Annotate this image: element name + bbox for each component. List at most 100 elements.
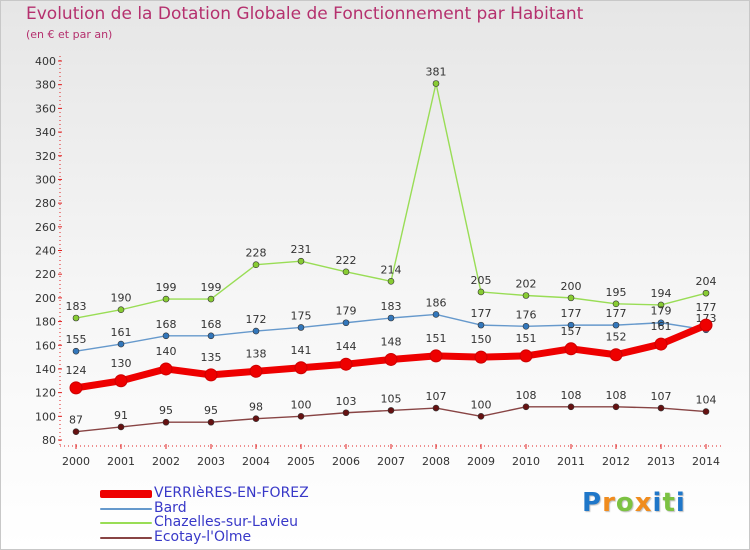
data-point bbox=[609, 348, 623, 362]
logo-letter: r bbox=[602, 488, 616, 518]
data-label: 172 bbox=[246, 313, 267, 326]
x-tick-label: 2000 bbox=[62, 455, 90, 468]
data-label: 95 bbox=[204, 404, 218, 417]
data-point bbox=[117, 306, 125, 314]
data-point bbox=[387, 407, 395, 414]
y-tick-label: 300 bbox=[35, 173, 56, 186]
data-point bbox=[162, 332, 170, 340]
data-point bbox=[522, 292, 530, 299]
y-tick-label: 280 bbox=[35, 197, 56, 210]
data-label: 161 bbox=[651, 320, 672, 333]
data-point bbox=[522, 403, 530, 411]
y-tick-label: 160 bbox=[35, 339, 56, 352]
data-point bbox=[657, 301, 665, 309]
data-label: 144 bbox=[336, 340, 357, 353]
x-tick-label: 2008 bbox=[422, 455, 450, 468]
legend-label: Bard bbox=[154, 499, 187, 516]
data-point bbox=[342, 319, 350, 327]
data-label: 183 bbox=[66, 300, 87, 313]
x-tick-label: 2009 bbox=[467, 455, 495, 468]
data-point bbox=[477, 288, 485, 296]
data-point bbox=[612, 321, 620, 329]
legend-swatch bbox=[100, 537, 152, 540]
logo-letter: x bbox=[634, 488, 653, 518]
data-point bbox=[699, 318, 713, 332]
data-point bbox=[654, 337, 668, 351]
data-point bbox=[702, 289, 710, 297]
data-label: 168 bbox=[156, 318, 177, 331]
data-label: 148 bbox=[381, 335, 402, 348]
data-label: 108 bbox=[516, 389, 537, 402]
x-tick-label: 2011 bbox=[557, 455, 585, 468]
data-label: 177 bbox=[606, 307, 627, 320]
y-tick-label: 360 bbox=[35, 102, 56, 115]
data-point bbox=[432, 80, 440, 87]
data-point bbox=[162, 418, 170, 426]
data-point bbox=[432, 311, 440, 318]
data-label: 150 bbox=[471, 333, 492, 346]
data-point bbox=[117, 423, 125, 431]
data-label: 177 bbox=[471, 307, 492, 320]
legend-label: Chazelles-sur-Lavieu bbox=[154, 514, 299, 531]
data-label: 190 bbox=[111, 292, 132, 305]
data-point bbox=[69, 381, 83, 395]
y-tick-label: 80 bbox=[42, 434, 56, 447]
data-label: 107 bbox=[426, 390, 447, 403]
data-point bbox=[342, 409, 350, 417]
data-label: 168 bbox=[201, 318, 222, 331]
data-point bbox=[252, 327, 260, 335]
data-point bbox=[657, 319, 665, 327]
data-label: 151 bbox=[426, 332, 447, 345]
x-tick-label: 2010 bbox=[512, 455, 540, 468]
chart-subtitle: (en € et par an) bbox=[26, 28, 113, 41]
data-label: 107 bbox=[651, 390, 672, 403]
data-point bbox=[612, 300, 620, 308]
data-point bbox=[522, 322, 530, 330]
data-label: 177 bbox=[561, 307, 582, 320]
data-label: 175 bbox=[291, 309, 312, 322]
y-tick-label: 200 bbox=[35, 292, 56, 305]
data-label: 98 bbox=[249, 401, 263, 414]
data-label: 95 bbox=[159, 404, 173, 417]
data-point bbox=[297, 324, 305, 331]
data-point bbox=[207, 332, 215, 340]
data-point bbox=[339, 357, 353, 371]
data-label: 105 bbox=[381, 392, 402, 405]
legend-label: Ecotay-l'Olme bbox=[154, 529, 252, 546]
logo-letter: o bbox=[615, 488, 635, 518]
logo-letter: i bbox=[652, 488, 663, 518]
data-label: 138 bbox=[246, 347, 267, 360]
data-point bbox=[564, 342, 578, 356]
data-point bbox=[252, 415, 260, 422]
y-tick-label: 180 bbox=[35, 316, 56, 329]
data-point bbox=[477, 413, 485, 420]
data-point bbox=[384, 352, 398, 366]
x-tick-label: 2012 bbox=[602, 455, 630, 468]
data-point bbox=[387, 277, 395, 285]
data-label: 194 bbox=[651, 287, 672, 300]
data-label: 161 bbox=[111, 326, 132, 339]
y-tick-label: 100 bbox=[35, 410, 56, 423]
data-point bbox=[702, 408, 710, 415]
data-label: 195 bbox=[606, 286, 627, 299]
data-label: 214 bbox=[381, 263, 402, 276]
data-label: 199 bbox=[156, 281, 177, 294]
x-tick-label: 2014 bbox=[692, 455, 720, 468]
data-label: 183 bbox=[381, 300, 402, 313]
legend-swatch bbox=[100, 490, 152, 498]
data-label: 222 bbox=[336, 254, 357, 267]
data-point bbox=[72, 314, 80, 322]
y-tick-label: 380 bbox=[35, 79, 56, 92]
data-point bbox=[162, 295, 170, 303]
data-label: 91 bbox=[114, 409, 128, 422]
legend-swatch bbox=[100, 507, 152, 510]
data-point bbox=[252, 261, 260, 269]
logo-letter: P bbox=[582, 488, 603, 518]
data-point bbox=[612, 403, 620, 411]
data-point bbox=[207, 418, 215, 426]
data-label: 151 bbox=[516, 332, 537, 345]
data-label: 100 bbox=[291, 398, 312, 411]
logo-letter: t bbox=[662, 488, 676, 518]
data-label: 381 bbox=[426, 66, 447, 79]
proxiti-logo: Proxiti bbox=[582, 488, 686, 518]
